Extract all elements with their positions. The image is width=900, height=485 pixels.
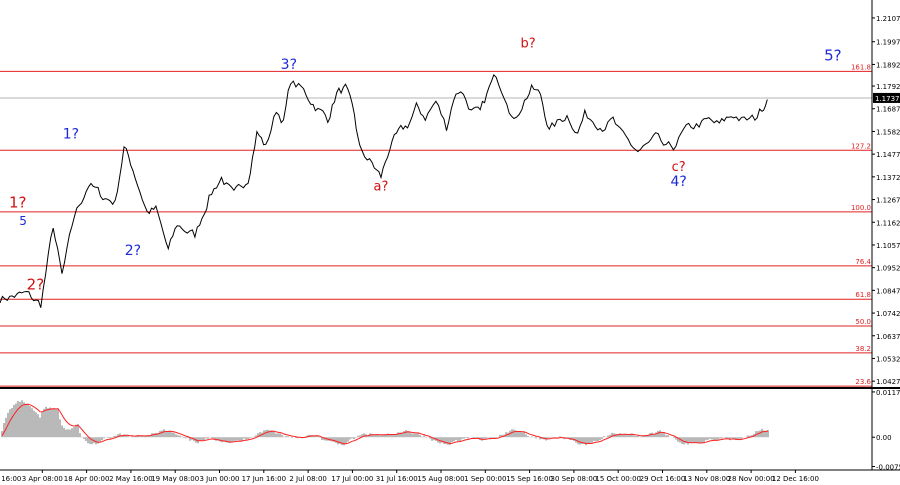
y-tick-label: 1.2107	[876, 15, 900, 23]
wave-label: c?	[672, 160, 686, 175]
x-tick-label: 13 Nov 08:00	[683, 475, 730, 483]
osc-y-tick-label: -0.00759	[876, 463, 900, 471]
x-tick-label: 30 Sep 08:00	[551, 475, 598, 483]
wave-label: 2?	[27, 276, 45, 294]
fib-level-label: 61.8	[855, 291, 871, 299]
y-tick-label: 1.0532	[876, 355, 900, 363]
y-tick-label: 1.1687	[876, 106, 900, 114]
current-price-label: 1.1737	[875, 95, 900, 103]
oscillator-panel	[1, 400, 769, 446]
fib-level-label: 50.0	[855, 318, 871, 326]
x-tick-label: 27 Mar 16:00	[0, 475, 21, 483]
wave-label: b?	[520, 37, 535, 52]
x-tick-label: 15 Aug 08:00	[417, 475, 464, 483]
wave-label: 2?	[125, 243, 141, 259]
fib-level-label: 161.8	[851, 63, 871, 71]
x-tick-label: 15 Sep 16:00	[506, 475, 553, 483]
fib-level-label: 76.4	[855, 258, 871, 266]
y-tick-label: 1.1792	[876, 83, 900, 91]
price-line	[0, 73, 768, 308]
fib-level-label: 100.0	[851, 204, 871, 212]
y-tick-label: 1.0742	[876, 310, 900, 318]
wave-label: 5?	[824, 47, 842, 65]
x-tick-label: 12 Dec 16:00	[772, 475, 819, 483]
fib-level-label: 127.2	[851, 142, 871, 150]
wave-annotations: 1? 5 2? 1? 2? 3? a? b? c?4? 5?	[9, 37, 842, 294]
y-tick-label: 1.0952	[876, 265, 900, 273]
y-tick-label: 1.0427	[876, 378, 900, 386]
y-tick-label: 1.1057	[876, 242, 900, 250]
fibonacci-levels: 161.8 127.2 100.0 76.4 61.8 50.0 38.2 23.6	[0, 63, 872, 387]
y-tick-label: 1.1162	[876, 219, 900, 227]
y-tick-label: 1.1892	[876, 61, 900, 69]
y-tick-label: 1.1582	[876, 128, 900, 136]
fib-level-label: 23.6	[855, 378, 871, 386]
oscillator-signal	[1, 403, 769, 445]
x-tick-label: 2 May 16:00	[109, 475, 153, 483]
x-tick-label: 17 Jun 16:00	[242, 475, 286, 483]
wave-label: 1?	[63, 126, 79, 142]
x-tick-label: 19 May 08:00	[151, 475, 199, 483]
osc-y-tick-label: 0.00	[876, 434, 892, 442]
wave-label: 1?	[9, 194, 27, 212]
current-price-badge	[873, 92, 900, 103]
y-tick-label: 1.0637	[876, 333, 900, 341]
x-tick-label: 29 Oct 16:00	[640, 475, 686, 483]
x-tick-label: 3 Apr 08:00	[22, 475, 63, 483]
fib-level-label: 38.2	[855, 345, 871, 353]
y-tick-label: 1.1267	[876, 197, 900, 205]
x-tick-label: 1 Sep 00:00	[464, 475, 506, 483]
y-tick-label: 1.1477	[876, 151, 900, 159]
x-tick-label: 28 Nov 00:00	[727, 475, 774, 483]
wave-label: 5	[19, 214, 27, 228]
wave-label: 3?	[281, 57, 297, 73]
x-tick-label: 17 Jul 00:00	[331, 475, 373, 483]
wave-label: 4?	[671, 174, 687, 190]
x-tick-label: 18 Apr 00:00	[64, 475, 110, 483]
y-tick-label: 1.0847	[876, 287, 900, 295]
x-tick-label: 2 Jul 08:00	[289, 475, 327, 483]
wave-label: a?	[374, 179, 389, 194]
x-tick-label: 3 Jun 00:00	[199, 475, 239, 483]
x-tick-label: 31 Jul 16:00	[376, 475, 418, 483]
y-tick-label: 1.1997	[876, 39, 900, 47]
y-tick-label: 1.1372	[876, 174, 900, 182]
price-series	[0, 73, 768, 308]
x-tick-label: 15 Oct 00:00	[595, 475, 641, 483]
osc-y-tick-label: 0.01174	[876, 389, 900, 397]
